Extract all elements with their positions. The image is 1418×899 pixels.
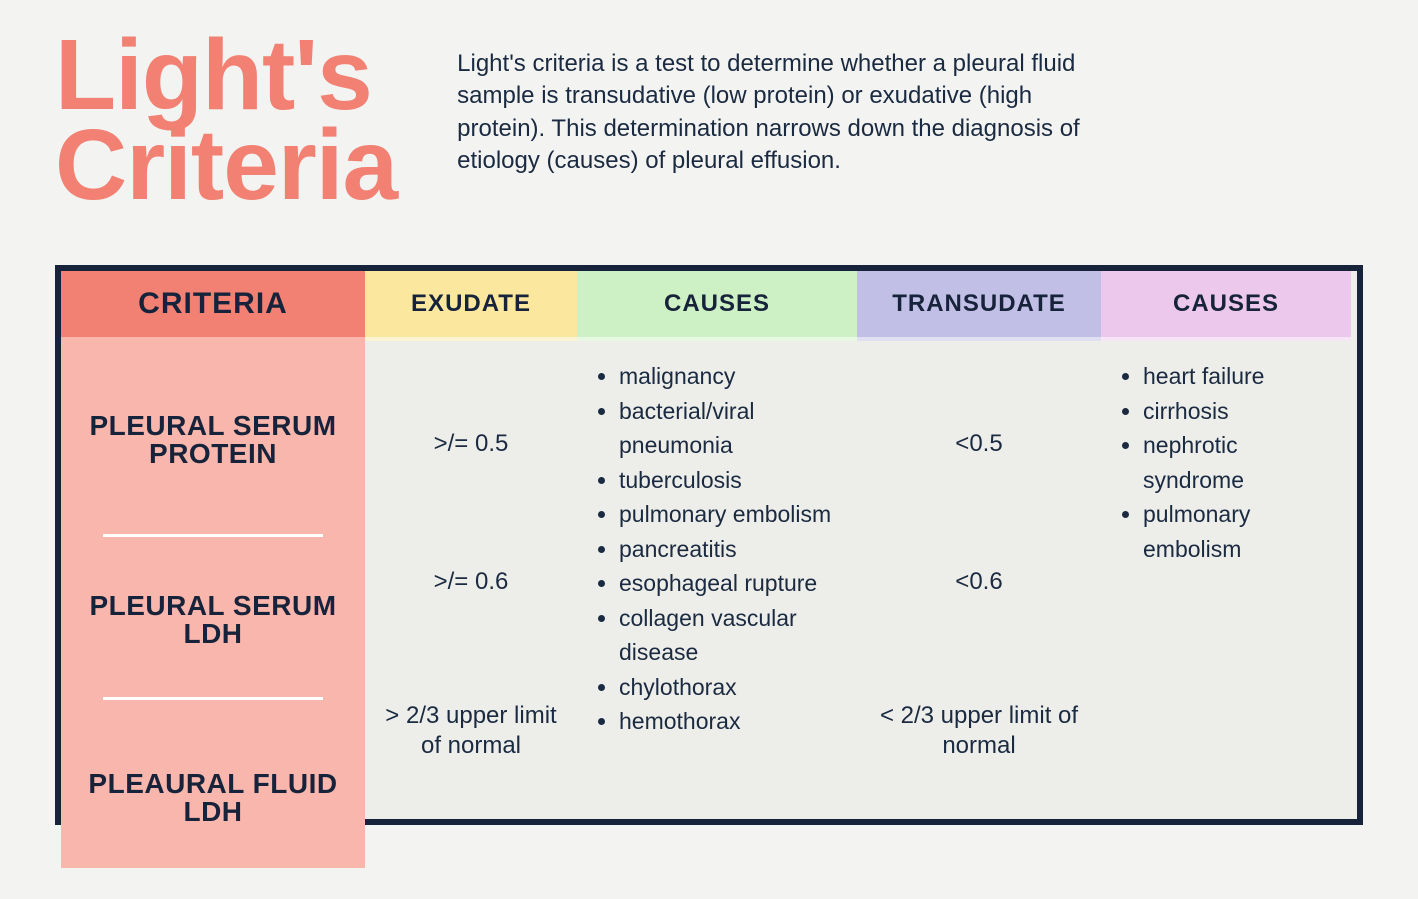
criteria-separator [103, 534, 323, 537]
criteria-label-3: PLEAURAL FLUID LDH [79, 770, 347, 826]
col-header-exudate: EXUDATE [365, 271, 577, 337]
list-item: malignancy [619, 359, 847, 394]
page-description: Light's criteria is a test to determine … [457, 30, 1117, 178]
exudate-causes-column: malignancy bacterial/viral pneumonia tub… [577, 337, 857, 868]
list-item: pancreatitis [619, 532, 847, 567]
col-header-exudate-causes: CAUSES [577, 271, 857, 337]
exudate-causes-list: malignancy bacterial/viral pneumonia tub… [585, 359, 847, 739]
list-item: chylothorax [619, 670, 847, 705]
transudate-causes-list: heart failure cirrhosis nephrotic syndro… [1109, 359, 1341, 566]
exudate-value-2: >/= 0.6 [383, 516, 559, 648]
list-item: collagen vascular disease [619, 601, 847, 670]
criteria-table: CRITERIA EXUDATE CAUSES TRANSUDATE CAUSE… [55, 265, 1363, 825]
transudate-causes-column: heart failure cirrhosis nephrotic syndro… [1101, 337, 1351, 868]
transudate-value-1: <0.5 [875, 371, 1083, 516]
list-item: pulmonary embolism [619, 497, 847, 532]
criteria-label-1: PLEURAL SERUM PROTEIN [79, 412, 347, 468]
col-header-transudate: TRANSUDATE [857, 271, 1101, 337]
list-item: pulmonary embolism [1143, 497, 1341, 566]
col-header-transudate-causes: CAUSES [1101, 271, 1351, 337]
exudate-column: >/= 0.5 >/= 0.6 > 2/3 upper limit of nor… [365, 337, 577, 868]
list-item: heart failure [1143, 359, 1341, 394]
list-item: bacterial/viral pneumonia [619, 394, 847, 463]
list-item: hemothorax [619, 704, 847, 739]
list-item: esophageal rupture [619, 566, 847, 601]
list-item: nephrotic syndrome [1143, 428, 1341, 497]
transudate-column: <0.5 <0.6 < 2/3 upper limit of normal [857, 337, 1101, 868]
page-title: Light'sCriteria [55, 30, 397, 210]
list-item: tuberculosis [619, 463, 847, 498]
transudate-value-2: <0.6 [875, 516, 1083, 648]
list-item: cirrhosis [1143, 394, 1341, 429]
col-header-criteria: CRITERIA [61, 271, 365, 337]
criteria-label-2: PLEURAL SERUM LDH [79, 592, 347, 648]
header: Light'sCriteria Light's criteria is a te… [55, 30, 1363, 210]
exudate-value-1: >/= 0.5 [383, 371, 559, 516]
exudate-value-3: > 2/3 upper limit of normal [383, 648, 559, 813]
criteria-column: PLEURAL SERUM PROTEIN PLEURAL SERUM LDH … [61, 337, 365, 868]
transudate-value-3: < 2/3 upper limit of normal [875, 648, 1083, 813]
criteria-separator [103, 697, 323, 700]
